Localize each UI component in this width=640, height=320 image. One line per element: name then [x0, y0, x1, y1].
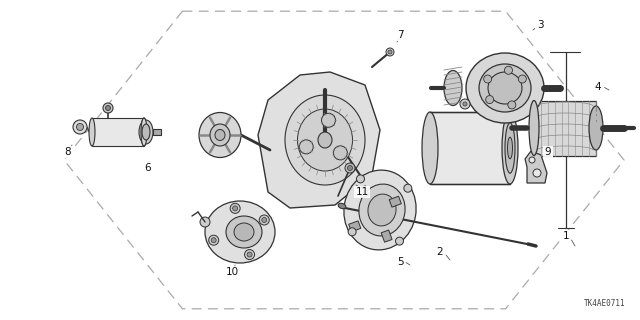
Ellipse shape — [142, 124, 150, 140]
Ellipse shape — [344, 170, 416, 250]
Ellipse shape — [338, 203, 346, 209]
Ellipse shape — [199, 113, 241, 157]
Bar — [534, 100, 596, 156]
Circle shape — [209, 235, 219, 245]
Ellipse shape — [141, 118, 147, 146]
Text: 5: 5 — [397, 257, 403, 267]
Text: 3: 3 — [537, 20, 543, 30]
Circle shape — [232, 206, 237, 211]
Text: 4: 4 — [595, 82, 602, 92]
Circle shape — [348, 228, 356, 236]
Text: 11: 11 — [355, 187, 369, 197]
Circle shape — [103, 103, 113, 113]
Ellipse shape — [89, 118, 95, 146]
Circle shape — [345, 163, 355, 173]
Ellipse shape — [210, 124, 230, 146]
Ellipse shape — [285, 95, 365, 185]
Polygon shape — [525, 151, 547, 183]
Ellipse shape — [234, 223, 254, 241]
Circle shape — [388, 50, 392, 54]
Ellipse shape — [444, 70, 462, 106]
Circle shape — [529, 157, 535, 163]
Circle shape — [533, 169, 541, 177]
Ellipse shape — [488, 72, 522, 104]
Ellipse shape — [226, 216, 262, 248]
Ellipse shape — [422, 112, 438, 184]
Ellipse shape — [479, 64, 531, 112]
Circle shape — [484, 75, 492, 83]
Ellipse shape — [215, 130, 225, 140]
Text: 2: 2 — [436, 247, 444, 257]
Text: 10: 10 — [225, 267, 239, 277]
Circle shape — [77, 124, 83, 131]
Text: 8: 8 — [65, 147, 71, 157]
Ellipse shape — [502, 112, 518, 184]
Polygon shape — [258, 72, 380, 208]
Circle shape — [230, 204, 240, 213]
Bar — [381, 230, 392, 242]
Bar — [92, 118, 144, 146]
Text: 9: 9 — [545, 147, 551, 157]
Ellipse shape — [333, 146, 348, 160]
Circle shape — [404, 184, 412, 192]
Ellipse shape — [508, 137, 513, 159]
Ellipse shape — [141, 118, 147, 146]
Bar — [389, 196, 401, 207]
Circle shape — [504, 66, 513, 74]
Bar — [153, 129, 161, 135]
Circle shape — [386, 48, 394, 56]
Circle shape — [200, 217, 210, 227]
Circle shape — [348, 165, 353, 171]
Text: TK4AE0711: TK4AE0711 — [584, 299, 626, 308]
Ellipse shape — [300, 140, 313, 154]
Ellipse shape — [368, 194, 396, 226]
Bar — [358, 186, 369, 198]
Ellipse shape — [466, 53, 544, 123]
Circle shape — [106, 106, 111, 110]
Circle shape — [396, 237, 403, 245]
Ellipse shape — [298, 109, 353, 171]
Text: 6: 6 — [145, 163, 151, 173]
Ellipse shape — [139, 120, 153, 144]
Ellipse shape — [359, 184, 405, 236]
Circle shape — [463, 102, 467, 106]
Circle shape — [73, 120, 87, 134]
Bar — [349, 221, 361, 232]
Ellipse shape — [205, 201, 275, 263]
Text: 1: 1 — [563, 231, 570, 241]
Circle shape — [262, 218, 267, 222]
Bar — [430, 112, 510, 184]
Circle shape — [326, 116, 334, 124]
Ellipse shape — [318, 132, 332, 148]
Circle shape — [460, 99, 470, 109]
Circle shape — [259, 215, 269, 225]
Circle shape — [486, 96, 493, 104]
Circle shape — [518, 75, 526, 83]
Circle shape — [508, 101, 516, 109]
Ellipse shape — [321, 113, 335, 127]
Circle shape — [247, 252, 252, 257]
Circle shape — [244, 250, 255, 260]
Text: 7: 7 — [397, 30, 403, 40]
Ellipse shape — [529, 100, 539, 156]
Ellipse shape — [589, 106, 603, 150]
Ellipse shape — [505, 123, 515, 173]
Circle shape — [211, 238, 216, 243]
Circle shape — [356, 175, 365, 183]
